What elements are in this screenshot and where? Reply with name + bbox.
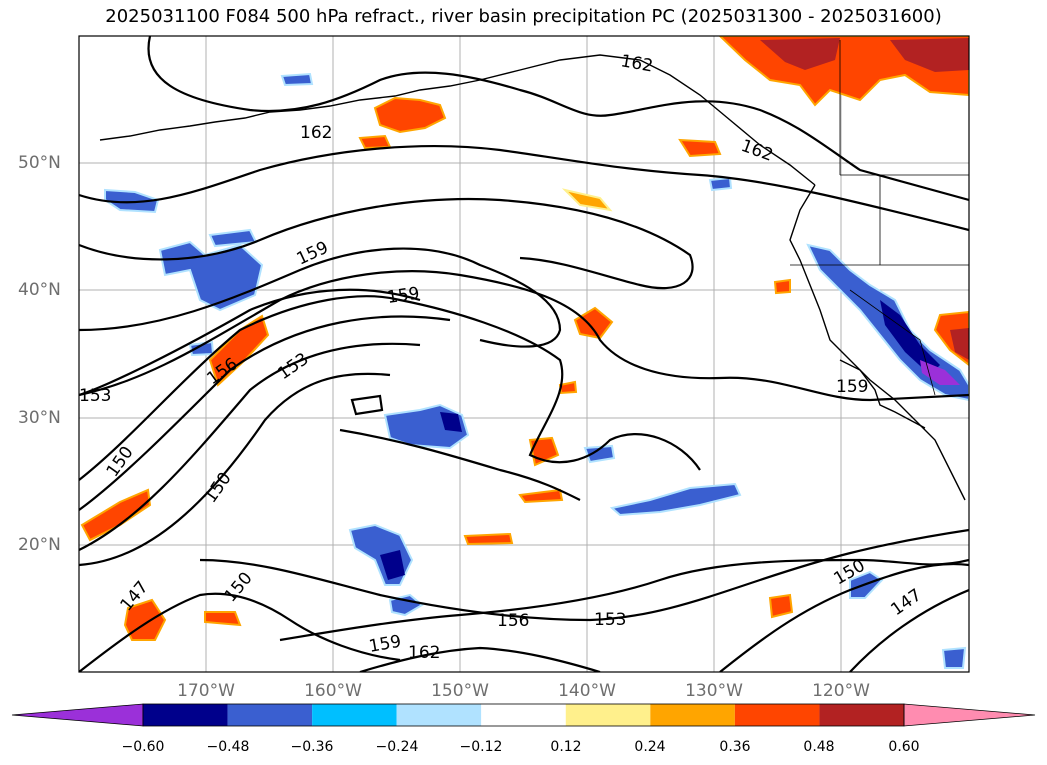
colorbar-segment <box>312 704 397 726</box>
precip-neg-patch-corner <box>941 646 967 669</box>
contour-label: 153 <box>79 386 111 406</box>
contour-label: 153 <box>594 610 626 630</box>
contour-small-loop <box>350 394 384 416</box>
contour-153-inner <box>339 428 581 501</box>
precip-patch-coast <box>773 278 791 295</box>
contour-162-second <box>79 144 969 232</box>
colorbar-tick-label: 0.60 <box>888 739 920 755</box>
precip-patch-gulf2 <box>358 134 392 150</box>
precip-core-east <box>950 328 969 360</box>
precip-patch-se <box>768 593 794 619</box>
lat-label-40n: 40°N <box>18 280 61 300</box>
lon-label-160w: 160°W <box>304 681 362 701</box>
lon-label-170w: 170°W <box>177 681 235 701</box>
colorbar-tick-label: −0.48 <box>206 739 250 755</box>
contour-147-se <box>849 588 969 672</box>
contour-150-se <box>719 562 969 672</box>
colorbar-segment <box>396 704 482 726</box>
refractivity-contours <box>79 36 969 672</box>
contour-153-west <box>79 288 421 397</box>
colorbar-tick-label: 0.48 <box>803 739 835 755</box>
coastlines <box>99 54 966 501</box>
precip-neg-patch-s2 <box>388 593 424 617</box>
colorbar-tick-label: 0.36 <box>719 739 751 755</box>
map-title: 2025031100 F084 500 hPa refract., river … <box>105 6 942 27</box>
contour-label: 162 <box>408 643 440 663</box>
alaska-aleutian-coast <box>99 54 816 186</box>
colorbar-tick-label: 0.12 <box>550 739 582 755</box>
contour-153-center <box>79 295 701 481</box>
precip-patch-sc3 <box>463 532 514 546</box>
colorbar-tick-label: −0.36 <box>290 739 334 755</box>
precip-neg-core-california <box>880 300 940 375</box>
contour-147-sw <box>79 592 401 672</box>
precip-patch-gulf <box>373 96 447 134</box>
colorbar <box>11 703 1036 727</box>
precip-patch-s1 <box>204 611 242 627</box>
contour-156-south <box>279 558 969 642</box>
lat-label-20n: 20°N <box>18 535 61 555</box>
precip-patch-mid1 <box>561 188 613 212</box>
precip-core-ne2 <box>890 38 969 72</box>
map-frame <box>78 35 970 673</box>
contour-label: 156 <box>497 611 529 631</box>
precip-band-sw <box>80 488 152 542</box>
lat-label-30n: 30°N <box>18 408 61 428</box>
contour-150-west2 <box>79 342 421 551</box>
lat-label-50n: 50°N <box>18 153 61 173</box>
contour-162-north <box>147 36 969 202</box>
colorbar-segment <box>143 704 228 726</box>
precip-neg-core-s <box>380 550 405 580</box>
contour-label: 159 <box>836 377 868 397</box>
contour-159-south <box>359 646 601 672</box>
colorbar-frame <box>142 703 905 727</box>
west-coast <box>789 184 966 501</box>
precip-neg-core-center <box>440 412 462 432</box>
lon-label-130w: 130°W <box>685 681 743 701</box>
contour-159-loop <box>79 247 562 348</box>
precip-core-ne <box>760 38 840 70</box>
precip-neg-patch-n <box>280 72 314 87</box>
colorbar-tick-label: −0.24 <box>375 739 419 755</box>
contour-159-north <box>79 197 694 290</box>
contour-150-west <box>79 315 451 511</box>
colorbar-tick-label: 0.24 <box>634 739 666 755</box>
lon-label-140w: 140°W <box>558 681 616 701</box>
precip-neg-extreme-california <box>920 360 960 385</box>
colorbar-tick-label: −0.12 <box>459 739 503 755</box>
contour-153-south <box>199 528 969 622</box>
contour-156 <box>79 270 969 402</box>
colorbar-extend-min <box>11 703 144 727</box>
contour-150-west3 <box>79 372 391 567</box>
baja-coast <box>839 359 926 429</box>
colorbar-tick-label: −0.60 <box>121 739 165 755</box>
colorbar-segment <box>565 704 651 726</box>
precip-patch-sc2 <box>518 488 564 504</box>
precip-neg-band-se <box>609 482 742 517</box>
precip-patch-center <box>573 306 614 340</box>
colorbar-segment <box>650 704 735 726</box>
colorbar-segment <box>481 704 566 726</box>
lon-label-120w: 120°W <box>812 681 870 701</box>
colorbar-segment <box>819 704 904 726</box>
state-border-4 <box>849 289 936 396</box>
contour-label: 162 <box>300 123 332 143</box>
lon-label-150w: 150°W <box>431 681 489 701</box>
colorbar-segment <box>734 704 820 726</box>
colorbar-segment <box>227 704 313 726</box>
precip-patch-bc <box>678 138 722 158</box>
precip-neg-patch-ne <box>708 176 733 192</box>
state-borders <box>790 40 969 396</box>
contour-label: 159 <box>386 284 421 308</box>
colorbar-extend-max <box>903 703 1036 727</box>
